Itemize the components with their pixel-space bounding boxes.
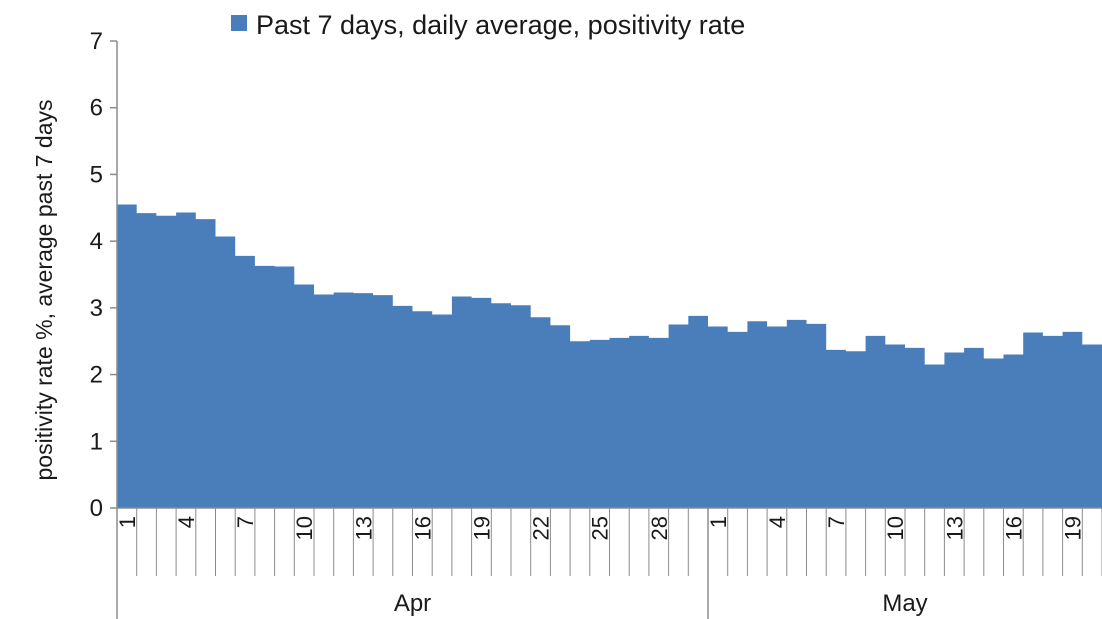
x-tick-label: 4	[174, 516, 199, 528]
x-tick-label: 22	[529, 516, 554, 540]
x-tick-label: 25	[588, 516, 613, 540]
x-tick-label: 19	[469, 516, 494, 540]
y-tick-label: 3	[90, 295, 103, 322]
y-tick-label: 0	[90, 495, 103, 522]
x-tick-label: 13	[942, 516, 967, 540]
y-tick-label: 2	[90, 362, 103, 389]
x-tick-label: 28	[647, 516, 672, 540]
x-month-label: Apr	[394, 590, 431, 617]
x-tick-label: 1	[706, 516, 731, 528]
plot-area	[117, 204, 1102, 508]
y-tick-label: 4	[90, 228, 103, 255]
y-tick-label: 7	[90, 28, 103, 55]
y-axis-label: positivity rate %, average past 7 days	[31, 100, 57, 481]
x-tick-label: 16	[410, 516, 435, 540]
x-tick-label: 13	[351, 516, 376, 540]
x-month-label: May	[882, 590, 927, 617]
x-tick-label: 19	[1060, 516, 1085, 540]
y-tick-label: 5	[90, 161, 103, 188]
x-tick-label: 4	[765, 516, 790, 528]
x-tick-label: 1	[115, 516, 140, 528]
x-tick-label: 10	[292, 516, 317, 540]
legend-swatch	[231, 15, 247, 31]
x-tick-label: 7	[824, 516, 849, 528]
x-axis: 1 4 7 10 13 16 19 22 25 28 1 4 7 10 13 16 19 Apr May	[115, 507, 1102, 619]
legend: Past 7 days, daily average, positivity r…	[231, 10, 745, 40]
legend-label: Past 7 days, daily average, positivity r…	[256, 10, 745, 40]
y-axis: 0 1 2 3 4 5 6 7	[90, 28, 118, 522]
y-tick-label: 6	[90, 95, 103, 122]
x-tick-label: 7	[233, 516, 258, 528]
y-tick-label: 1	[90, 428, 103, 455]
x-tick-label: 16	[1001, 516, 1026, 540]
x-tick-label: 10	[883, 516, 908, 540]
series-area	[117, 204, 1102, 508]
